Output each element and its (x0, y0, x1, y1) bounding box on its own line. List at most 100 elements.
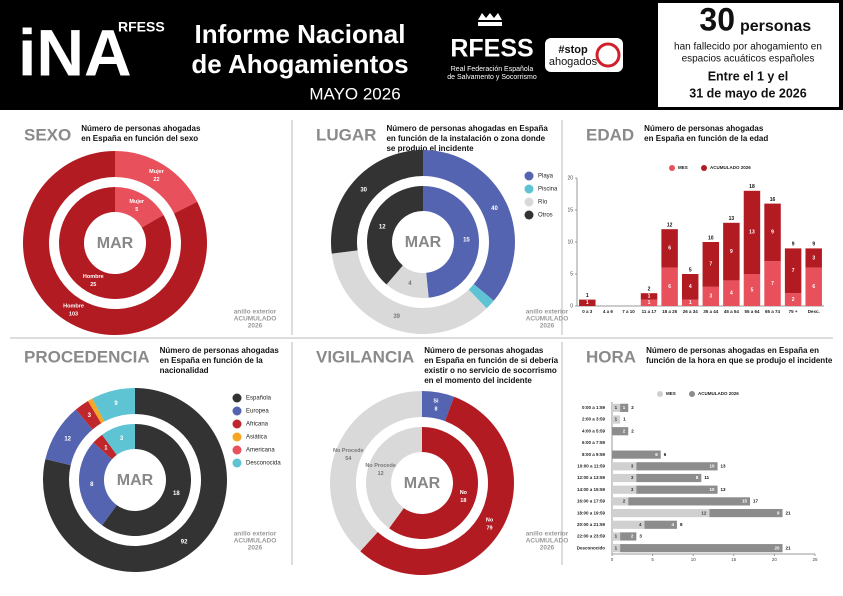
bar-segment (612, 544, 621, 553)
bar-segment (612, 450, 661, 459)
segment-label: 10 (710, 487, 716, 492)
center-disc (393, 454, 451, 512)
logo-sub: RFESS (118, 19, 165, 35)
x-tick-label: Desc. (808, 309, 820, 314)
legend-label: Española (246, 396, 272, 402)
segment-value: 9 (114, 401, 118, 407)
ring-note: 2026 (248, 545, 263, 552)
x-tick-label: 15 (731, 557, 737, 562)
x-tick-label: 4 a 6 (603, 309, 614, 314)
total-label: 17 (753, 499, 759, 504)
panel-title: Número de personas ahogadas (644, 124, 764, 133)
legend-label: Europea (246, 409, 269, 415)
summary-line: han fallecido por ahogamiento en (674, 42, 822, 53)
center-label: MAR (97, 235, 134, 252)
subtitle: MAYO 2026 (309, 84, 400, 103)
segment-label: 15 (742, 499, 748, 504)
y-tick-label: Desconocido (577, 545, 606, 550)
panel-heading: PROCEDENCIA (24, 347, 150, 366)
bar-segment (612, 497, 629, 506)
legend-label: ACUMULADO 2026 (710, 165, 751, 170)
total-label: 3 (639, 534, 642, 539)
segment-value: 12 (378, 471, 384, 477)
org-name: de Salvamento y Socorrismo (447, 74, 537, 81)
ring-segment (468, 284, 494, 309)
legend-label: ACUMULADO 2026 (698, 391, 739, 396)
legend-swatch (232, 458, 242, 468)
panel-title: en función de la instalación o zona dond… (386, 134, 545, 143)
panel-title: nacionalidad (160, 366, 209, 375)
panel-title: en España en función de si debería (424, 356, 558, 365)
segment-value: 1 (104, 445, 108, 451)
x-tick-label: 45 a 54 (724, 309, 740, 314)
summary-period: 31 de mayo de 2026 (689, 86, 806, 100)
y-tick-label: 2:00 a 3:59 (582, 417, 606, 422)
segment-label: 1 (615, 417, 618, 422)
bar-segment (644, 520, 677, 529)
total-label: 6 (664, 452, 667, 457)
panel-title: en España en función de la edad (644, 134, 768, 143)
bar-segment (702, 242, 720, 287)
bar-segment (661, 267, 678, 306)
ring-segment (423, 150, 515, 301)
segment-value: 103 (69, 312, 78, 318)
bar-segment (620, 544, 783, 553)
y-tick-label: 4:00 a 5:59 (582, 428, 606, 433)
segment-label: 2 (631, 534, 634, 539)
segment-label: 12 (701, 510, 707, 515)
panel-heading: VIGILANCIA (316, 347, 414, 366)
total-label: 10 (708, 235, 714, 241)
title-line: de Ahogamientos (191, 49, 408, 79)
bar-segment (636, 485, 718, 494)
bar-segment (579, 299, 596, 306)
total-label: 21 (786, 545, 792, 550)
segment-value: 4 (408, 281, 412, 287)
segment-value: 22 (153, 177, 159, 183)
total-label: 8 (680, 522, 683, 527)
y-tick-label: 22:00 a 23:59 (577, 534, 606, 539)
ring-note: anillo exterior (234, 531, 277, 538)
ring-segment (59, 187, 171, 300)
ring-note: anillo exterior (526, 309, 569, 316)
center-label: MAR (404, 475, 441, 492)
segment-label: 2 (623, 428, 626, 433)
x-tick-label: 5 (651, 557, 654, 562)
x-tick-label: 75 + (789, 309, 798, 314)
total-label: 2 (648, 287, 651, 293)
summary-period: Entre el 1 y el (708, 69, 789, 83)
center-disc (106, 451, 164, 509)
panel-heading: SEXO (24, 125, 71, 144)
x-tick-label: 10 (691, 557, 697, 562)
bar-segment (702, 286, 720, 306)
total-label: 12 (667, 223, 673, 229)
segment-value: 79 (486, 525, 492, 531)
legend-swatch (232, 419, 242, 429)
segment-label: 13 (749, 230, 755, 236)
x-tick-label: 65 a 74 (765, 309, 781, 314)
ring-segment (330, 391, 422, 552)
segment-label: 1 (623, 405, 626, 410)
ring-segment (360, 396, 514, 576)
ring-note: 2026 (540, 545, 555, 552)
x-tick-label: 26 a 34 (683, 309, 699, 314)
org-logo: RFESS (450, 35, 533, 63)
center-label: MAR (405, 234, 442, 251)
bar-segment (612, 485, 637, 494)
bar-segment (628, 497, 751, 506)
segment-name: Hombre (83, 274, 104, 280)
summary-count: 30 (699, 1, 735, 37)
bar-segment (805, 267, 822, 306)
total-label: 1 (586, 293, 589, 299)
center-label: MAR (117, 472, 154, 489)
segment-label: 1 (648, 294, 651, 300)
segment-label: 4 (689, 284, 692, 290)
total-label: 9 (812, 242, 815, 248)
campaign-icon (595, 42, 621, 68)
panel-title: en el momento del incidente (424, 376, 532, 385)
ring-note: 2026 (248, 323, 263, 330)
segment-label: 20 (775, 545, 781, 550)
segment-label: 7 (709, 262, 712, 268)
segment-label: 7 (792, 268, 795, 274)
bar-segment (612, 508, 710, 518)
